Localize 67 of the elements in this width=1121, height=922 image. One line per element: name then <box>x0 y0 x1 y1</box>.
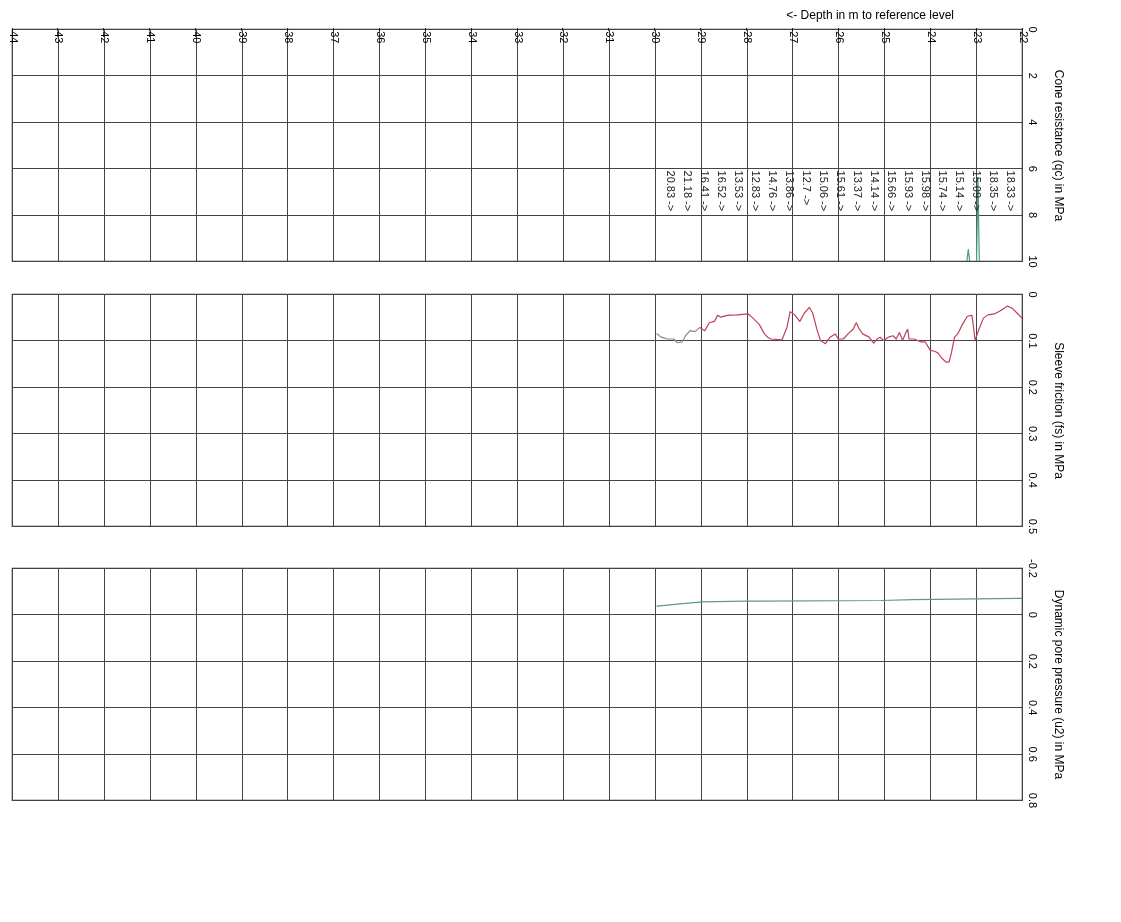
x-tick-label: -36 <box>374 27 387 44</box>
y-axis-title: Dynamic pore pressure (u2) in MPa <box>1051 589 1066 780</box>
x-tick-label: -35 <box>420 27 433 44</box>
x-tick-label: -37 <box>328 27 341 44</box>
y-tick-label: 6 <box>1026 165 1039 172</box>
x-tick-label: -26 <box>833 27 846 44</box>
annotation: 12.83 -> <box>750 170 762 212</box>
y-tick-label: 4 <box>1026 119 1039 126</box>
annotation: 13.53 -> <box>733 170 745 212</box>
x-tick-label: -31 <box>604 27 617 44</box>
y-tick-label: 0.2 <box>1026 653 1039 669</box>
x-axis-title: <- Depth in m to reference level <box>786 7 954 22</box>
y-axis-title: Cone resistance (qc) in MPa <box>1051 69 1066 222</box>
y-tick-label: 0.8 <box>1026 792 1039 809</box>
annotation: 13.86 -> <box>784 170 796 212</box>
y-tick-label: 2 <box>1026 72 1039 79</box>
x-tick-label: -39 <box>237 27 250 44</box>
x-tick-label: -40 <box>191 27 204 44</box>
y-tick-label: 0 <box>1026 611 1039 618</box>
annotation: 18.35 -> <box>988 170 1000 212</box>
x-tick-label: -23 <box>971 27 984 44</box>
x-tick-label: -44 <box>7 27 20 44</box>
x-tick-label: -38 <box>282 27 295 44</box>
annotation: 15.74 -> <box>937 170 949 212</box>
x-tick-label: -27 <box>787 27 800 44</box>
y-tick-label: 0 <box>1026 291 1039 298</box>
line-series <box>655 597 1022 607</box>
annotation: 15.98 -> <box>920 170 932 212</box>
x-tick-label: -25 <box>879 27 892 44</box>
x-tick-label: -43 <box>53 27 66 44</box>
x-tick-label: -32 <box>558 27 571 44</box>
y-tick-label: 0.3 <box>1026 426 1039 442</box>
annotation: 20.83 -> <box>665 170 677 212</box>
annotation: 14.14 -> <box>869 170 881 212</box>
annotation: 15.66 -> <box>886 170 898 212</box>
y-tick-label: 0.1 <box>1026 333 1039 349</box>
line-series <box>655 326 701 344</box>
annotation: 15.93 -> <box>903 170 915 212</box>
y-tick-label: 0.4 <box>1026 700 1039 716</box>
y-axis-title: Sleeve friction (fs) in MPa <box>1051 342 1066 480</box>
annotation: 14.76 -> <box>767 170 779 212</box>
annotation: 16.41 -> <box>699 170 711 212</box>
y-tick-label: 0.4 <box>1026 472 1039 488</box>
line-series <box>699 305 1022 363</box>
y-tick-label: 8 <box>1026 212 1039 219</box>
x-tick-label: -24 <box>925 27 938 44</box>
annotation: 12.7 -> <box>801 170 813 206</box>
y-tick-label: 0.5 <box>1026 518 1039 535</box>
annotation: 15.14 -> <box>954 170 966 212</box>
x-tick-label: -29 <box>696 27 709 44</box>
x-tick-label: -28 <box>742 27 755 44</box>
x-tick-label: -34 <box>466 27 479 44</box>
y-tick-label: 0.2 <box>1026 379 1039 395</box>
annotation: 18.33 -> <box>1005 170 1017 212</box>
x-tick-label: -33 <box>512 27 525 44</box>
x-tick-label: -41 <box>145 27 158 44</box>
annotation: 15.06 -> <box>818 170 830 212</box>
y-tick-label: -0.2 <box>1026 559 1039 578</box>
annotation: 16.52 -> <box>716 170 728 212</box>
y-tick-label: 0.6 <box>1026 746 1039 762</box>
annotation: 13.37 -> <box>852 170 864 212</box>
annotation: 21.18 -> <box>682 170 694 212</box>
y-tick-label: 10 <box>1026 255 1039 268</box>
x-tick-label: -30 <box>650 27 663 44</box>
annotation: 15.61 -> <box>835 170 847 212</box>
annotation: 15.09 -> <box>971 170 983 212</box>
x-tick-label: -42 <box>99 27 112 44</box>
